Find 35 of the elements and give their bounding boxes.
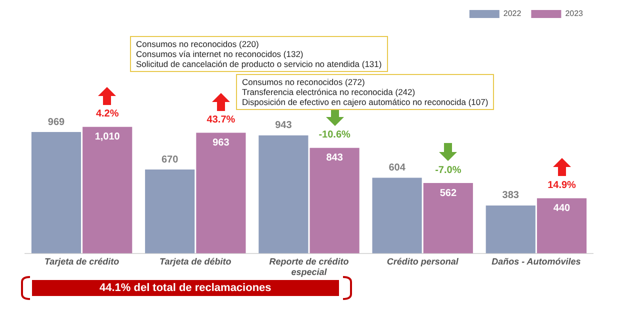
data-label: 604 [388,162,406,174]
text: Consumos no reconocidos (272) Transferencia electrónica no reconocida (242) Disposición de efectivo en cajero automático no reconocida (107) [236,74,494,110]
bar [31,132,82,254]
x-tick-label: Tarjeta de débito [160,256,232,266]
annotation: -7.0% [435,164,462,176]
x-tick-label: Reporte de crédito especial [269,256,350,278]
data-label: 440 [553,203,571,214]
annotation: 43.7% [206,114,236,126]
data-label: 943 [275,120,292,132]
legend-label: 2022 [503,9,522,18]
bar [536,198,587,254]
bar [423,183,473,254]
data-label: 1,010 [94,132,120,143]
bar [310,148,360,254]
data-label: 963 [212,138,230,149]
data-label: 383 [502,190,520,202]
x-tick-label: Daños - Automóviles [492,256,581,266]
data-label: 670 [161,154,179,166]
data-label: 562 [440,188,457,199]
bar [82,126,132,254]
data-label: 843 [326,152,344,164]
annotation: -10.6% [318,130,351,141]
legend-label: 2023 [565,9,584,18]
bar [486,205,536,254]
bar [258,135,308,254]
annotation: 4.2% [96,108,119,120]
x-tick-label: Crédito personal [386,256,459,266]
bar [372,178,422,254]
bar [196,132,246,254]
bar [145,170,195,254]
data-label: 969 [48,116,66,128]
annotation: 14.9% [548,180,576,192]
text: 44.1% del total de reclamaciones [32,280,339,296]
text: Consumos no reconocidos (220) Consumos vía internet no reconocidos (132) Solicitud de cancelación de producto o servicio no atendida (131) [130,36,388,72]
x-tick-label: Tarjeta de crédito [44,256,120,266]
